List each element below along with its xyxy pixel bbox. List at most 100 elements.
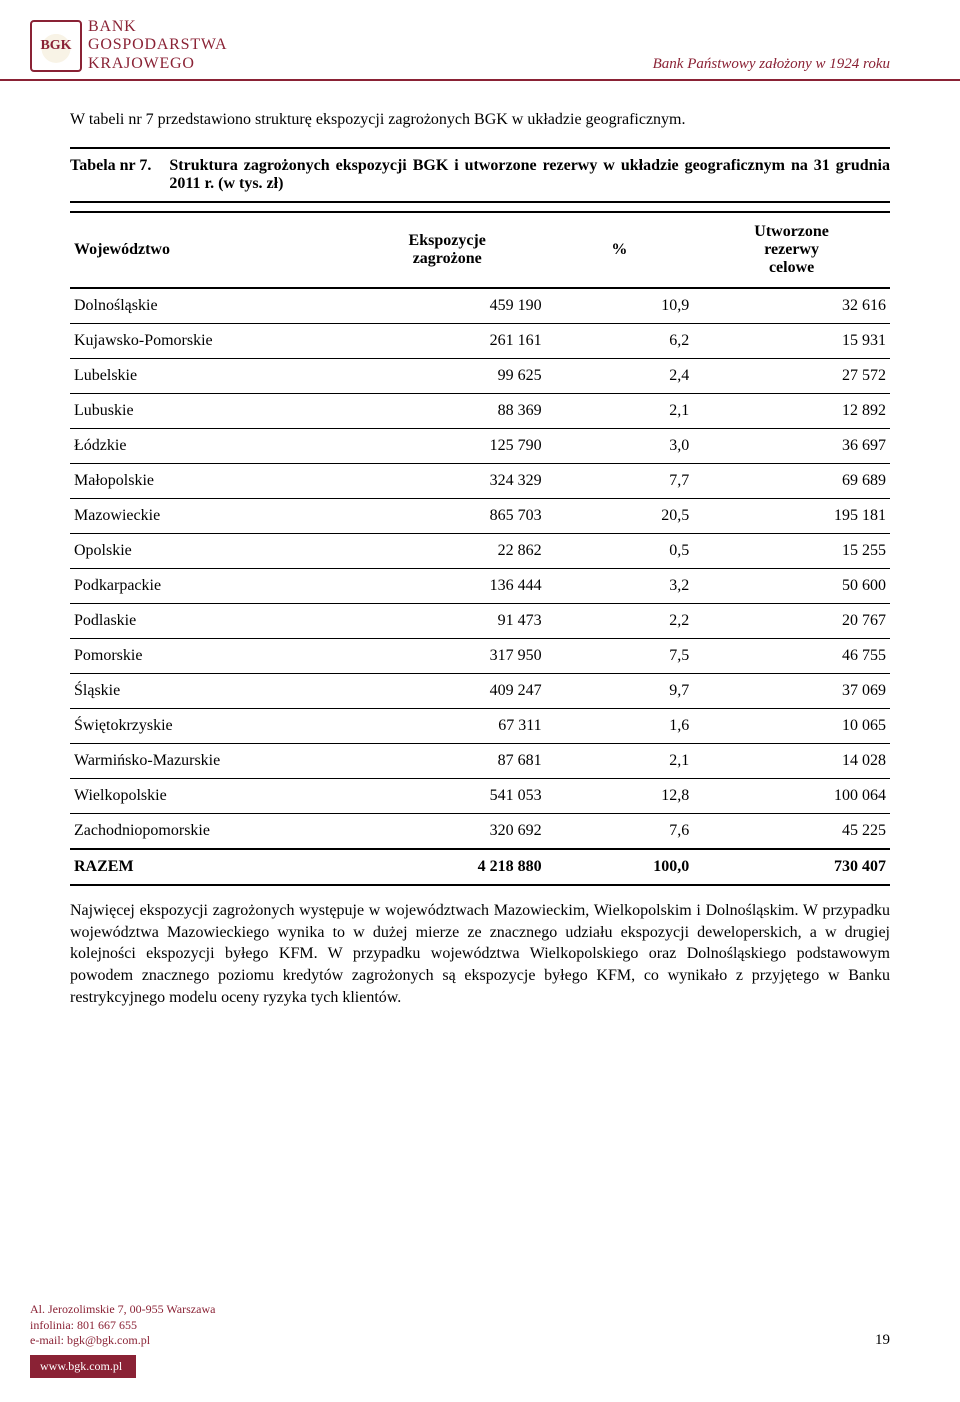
cell-reserves: 195 181 <box>693 499 890 534</box>
page-header: BGK BANK GOSPODARSTWA KRAJOWEGO Bank Pań… <box>0 0 960 81</box>
col-header-percent: % <box>546 212 694 288</box>
cell-exposure: 409 247 <box>349 674 546 709</box>
footer-line: infolinia: 801 667 655 <box>30 1318 215 1334</box>
cell-exposure: 320 692 <box>349 814 546 850</box>
cell-region: Lubelskie <box>70 359 349 394</box>
cell-region: Małopolskie <box>70 464 349 499</box>
intro-paragraph: W tabeli nr 7 przedstawiono strukturę ek… <box>70 111 890 129</box>
table-row: Świętokrzyskie67 3111,610 065 <box>70 709 890 744</box>
cell-exposure: 88 369 <box>349 394 546 429</box>
table-row: Kujawsko-Pomorskie261 1616,215 931 <box>70 324 890 359</box>
cell-exposure: 324 329 <box>349 464 546 499</box>
table-row: Wielkopolskie541 05312,8100 064 <box>70 779 890 814</box>
table-row: Pomorskie317 9507,546 755 <box>70 639 890 674</box>
cell-reserves: 10 065 <box>693 709 890 744</box>
cell-percent: 2,2 <box>546 604 694 639</box>
cell-reserves: 37 069 <box>693 674 890 709</box>
cell-reserves: 14 028 <box>693 744 890 779</box>
col-header-line: rezerwy <box>764 241 819 258</box>
table-row: Warmińsko-Mazurskie87 6812,114 028 <box>70 744 890 779</box>
cell-percent: 2,4 <box>546 359 694 394</box>
cell-percent: 3,0 <box>546 429 694 464</box>
body-paragraph: Najwięcej ekspozycji zagrożonych występu… <box>70 900 890 1008</box>
footer-line: e-mail: bgk@bgk.com.pl <box>30 1333 215 1349</box>
cell-region: Mazowieckie <box>70 499 349 534</box>
cell-reserves: 50 600 <box>693 569 890 604</box>
cell-percent: 9,7 <box>546 674 694 709</box>
table-label: Tabela nr 7. <box>70 157 151 193</box>
cell-reserves: 69 689 <box>693 464 890 499</box>
table-row: Podlaskie91 4732,220 767 <box>70 604 890 639</box>
table-title-row: Tabela nr 7. Struktura zagrożonych ekspo… <box>70 147 890 203</box>
table-header-row: Województwo Ekspozycje zagrożone % Utwor… <box>70 212 890 288</box>
col-header-exposure: Ekspozycje zagrożone <box>349 212 546 288</box>
cell-region: Pomorskie <box>70 639 349 674</box>
cell-reserves: 100 064 <box>693 779 890 814</box>
cell-percent: 0,5 <box>546 534 694 569</box>
cell-reserves: 36 697 <box>693 429 890 464</box>
cell-percent: 3,2 <box>546 569 694 604</box>
cell-reserves: 45 225 <box>693 814 890 850</box>
col-header-reserves: Utworzone rezerwy celowe <box>693 212 890 288</box>
cell-region: Dolnośląskie <box>70 288 349 324</box>
cell-exposure: 125 790 <box>349 429 546 464</box>
table-row: Opolskie22 8620,515 255 <box>70 534 890 569</box>
table-row: Łódzkie125 7903,036 697 <box>70 429 890 464</box>
cell-region: Lubuskie <box>70 394 349 429</box>
cell-region: Warmińsko-Mazurskie <box>70 744 349 779</box>
cell-reserves: 32 616 <box>693 288 890 324</box>
table-row: Śląskie409 2479,737 069 <box>70 674 890 709</box>
col-header-line: celowe <box>769 259 814 276</box>
page-content: W tabeli nr 7 przedstawiono strukturę ek… <box>0 81 960 1008</box>
table-row: Mazowieckie865 70320,5195 181 <box>70 499 890 534</box>
cell-percent: 2,1 <box>546 744 694 779</box>
cell-region: Śląskie <box>70 674 349 709</box>
cell-exposure: 4 218 880 <box>349 849 546 885</box>
col-header-line: zagrożone <box>413 250 482 267</box>
table-row: Dolnośląskie459 19010,932 616 <box>70 288 890 324</box>
cell-region: Łódzkie <box>70 429 349 464</box>
cell-reserves: 46 755 <box>693 639 890 674</box>
cell-percent: 7,5 <box>546 639 694 674</box>
cell-percent: 6,2 <box>546 324 694 359</box>
cell-region: Wielkopolskie <box>70 779 349 814</box>
bank-name-line: GOSPODARSTWA <box>88 36 227 54</box>
cell-exposure: 459 190 <box>349 288 546 324</box>
cell-percent: 20,5 <box>546 499 694 534</box>
cell-percent: 2,1 <box>546 394 694 429</box>
bank-name-line: KRAJOWEGO <box>88 55 227 73</box>
table-row: Lubuskie88 3692,112 892 <box>70 394 890 429</box>
cell-region: Kujawsko-Pomorskie <box>70 324 349 359</box>
table-row: Lubelskie99 6252,427 572 <box>70 359 890 394</box>
footer-line: Al. Jerozolimskie 7, 00-955 Warszawa <box>30 1302 215 1318</box>
page-footer: Al. Jerozolimskie 7, 00-955 Warszawa inf… <box>30 1302 890 1378</box>
cell-exposure: 261 161 <box>349 324 546 359</box>
cell-percent: 7,6 <box>546 814 694 850</box>
col-header-region: Województwo <box>70 212 349 288</box>
cell-exposure: 317 950 <box>349 639 546 674</box>
cell-exposure: 136 444 <box>349 569 546 604</box>
footer-address: Al. Jerozolimskie 7, 00-955 Warszawa inf… <box>30 1302 215 1349</box>
cell-percent: 10,9 <box>546 288 694 324</box>
table-total-row: RAZEM4 218 880100,0730 407 <box>70 849 890 885</box>
footer-url-tab: www.bgk.com.pl <box>30 1355 136 1378</box>
cell-reserves: 15 931 <box>693 324 890 359</box>
cell-region: Zachodniopomorskie <box>70 814 349 850</box>
table-row: Małopolskie324 3297,769 689 <box>70 464 890 499</box>
cell-exposure: 865 703 <box>349 499 546 534</box>
bgk-logo-icon: BGK <box>30 20 82 72</box>
cell-reserves: 27 572 <box>693 359 890 394</box>
cell-exposure: 22 862 <box>349 534 546 569</box>
page-number: 19 <box>875 1332 890 1349</box>
cell-region: Opolskie <box>70 534 349 569</box>
cell-percent: 7,7 <box>546 464 694 499</box>
voivodeship-table: Województwo Ekspozycje zagrożone % Utwor… <box>70 211 890 886</box>
table-row: Zachodniopomorskie320 6927,645 225 <box>70 814 890 850</box>
table-caption: Struktura zagrożonych ekspozycji BGK i u… <box>169 157 890 193</box>
cell-exposure: 67 311 <box>349 709 546 744</box>
cell-reserves: 15 255 <box>693 534 890 569</box>
founded-text: Bank Państwowy założony w 1924 roku <box>653 56 890 73</box>
cell-exposure: 541 053 <box>349 779 546 814</box>
cell-region: Podlaskie <box>70 604 349 639</box>
cell-exposure: 91 473 <box>349 604 546 639</box>
